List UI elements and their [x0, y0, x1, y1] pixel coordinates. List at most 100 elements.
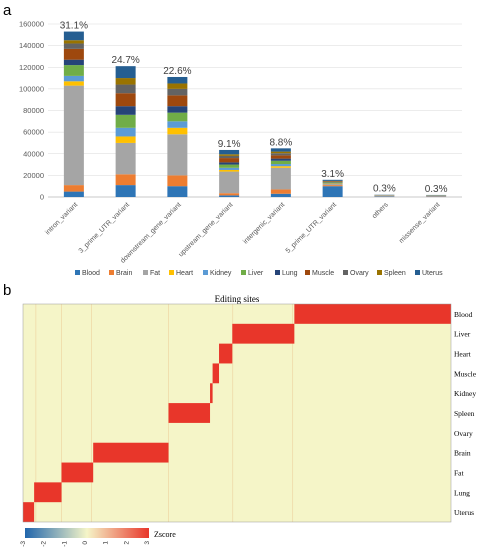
heatmap-row-label-blood: Blood [454, 310, 473, 319]
bar-segment-fat [426, 195, 447, 197]
bar-segment-ovary [115, 84, 136, 94]
heatmap-cell-lung [34, 482, 62, 503]
y-tick-label: 0 [40, 193, 44, 202]
bar-segment-uterus [63, 31, 84, 41]
legend-label: Blood [82, 270, 100, 277]
legend-label: Spleen [384, 270, 406, 277]
legend-label: Liver [248, 270, 264, 277]
bar-segment-ovary [219, 155, 240, 159]
colorbar-tick-label: -3 [20, 541, 27, 547]
bar-segment-ovary [270, 153, 291, 156]
legend-label: Kidney [210, 270, 232, 277]
legend-label: Fat [150, 270, 160, 277]
bar-segment-uterus [167, 76, 188, 84]
bar-segment-ovary [63, 43, 84, 49]
x-category-label: upstream_gene_variant [178, 201, 235, 258]
bar-segment-lung [270, 158, 291, 161]
legend-label: Muscle [312, 270, 334, 277]
bar-segment-liver [322, 182, 343, 183]
colorbar-tick-label: 2 [123, 541, 130, 545]
percent-label: 9.1% [218, 139, 241, 150]
bar-segment-fat [270, 167, 291, 190]
bar-segment-brain [63, 185, 84, 192]
heatmap-row-label-ovary: Ovary [454, 429, 473, 438]
bar-segment-lung [63, 59, 84, 66]
heatmap-cell-heart [219, 343, 233, 364]
bar-segment-muscle [167, 95, 188, 107]
bar-segment-lung [167, 106, 188, 113]
bar-segment-spleen [219, 154, 240, 156]
bar-segment-brain [115, 174, 136, 186]
bar-segment-heart [219, 169, 240, 172]
bar-segment-muscle [115, 93, 136, 107]
bar-chart-legend: Blood Brain Fat Heart Kidney Liver Lung Muscle O… [75, 270, 443, 277]
y-tick-label: 20000 [23, 171, 44, 180]
bar-segment-uterus [270, 148, 291, 152]
legend-swatch [377, 270, 382, 275]
legend-label: Brain [116, 270, 132, 277]
bar-segment-blood [115, 185, 136, 197]
legend-swatch [343, 270, 348, 275]
panel-label-a: a [3, 2, 12, 19]
legend-swatch [143, 270, 148, 275]
heatmap-title: Editing sites [215, 294, 260, 304]
bar-segment-spleen [63, 40, 84, 44]
legend-swatch [275, 270, 280, 275]
percent-label: 22.6% [163, 66, 191, 77]
colorbar-tick-label: 1 [103, 541, 110, 545]
bar-segment-brain [167, 175, 188, 187]
bar-segment-kidney [115, 127, 136, 137]
bar-segment-uterus [115, 66, 136, 79]
bar-segment-fat [322, 184, 343, 186]
heatmap-row-label-lung: Lung [454, 488, 470, 497]
y-tick-label: 160000 [19, 20, 44, 29]
percent-label: 8.8% [269, 137, 292, 148]
colorbar [25, 528, 149, 538]
bar-chart-x-axis: intron_variant3_prime_UTR_variantdownstr… [44, 201, 441, 265]
heatmap-row-label-fat: Fat [454, 468, 465, 477]
heatmap-row-label-muscle: Muscle [454, 369, 477, 378]
heatmap-cell-spleen [168, 403, 211, 423]
bar-segment-spleen [115, 78, 136, 85]
legend-swatch [415, 270, 420, 275]
heatmap-cell-fat [61, 462, 94, 483]
legend-swatch [305, 270, 310, 275]
bar-chart-percent-labels: 31.1% 24.7% 22.6% 9.1% 8.8% 3.1% 0.3% 0.3% [60, 21, 448, 195]
x-category-label: 3_prime_UTR_variant [78, 201, 131, 254]
y-tick-label: 100000 [19, 84, 44, 93]
colorbar-tick-label: 0 [82, 541, 89, 545]
legend-label: Lung [282, 270, 298, 277]
percent-label: 0.3% [373, 184, 396, 195]
bar-chart-gridlines [48, 23, 462, 198]
heatmap-cell-liver [232, 323, 295, 344]
percent-label: 24.7% [111, 55, 139, 66]
y-tick-label: 80000 [23, 106, 44, 115]
x-category-label: others [371, 201, 390, 220]
bar-segment-kidney [63, 75, 84, 82]
bar-segment-liver [219, 164, 240, 168]
bar-segment-liver [270, 160, 291, 165]
y-tick-label: 120000 [19, 63, 44, 72]
bar-segment-fat [115, 142, 136, 175]
colorbar-tick-label: 3 [144, 541, 151, 545]
heatmap-cell-kidney [210, 383, 213, 404]
y-tick-label: 140000 [19, 41, 44, 50]
heatmap-cell-muscle [212, 363, 220, 384]
y-tick-label: 60000 [23, 128, 44, 137]
x-category-label: 5_prime_UTR_variant [285, 201, 338, 254]
legend-label: Uterus [422, 270, 443, 277]
bar-segment-heart [322, 183, 343, 185]
legend-swatch [169, 270, 174, 275]
heatmap-frame [22, 303, 452, 523]
legend-swatch [109, 270, 114, 275]
bar-segment-kidney [322, 182, 343, 184]
panel-label-b: b [3, 282, 11, 299]
x-category-label: intron_variant [44, 201, 79, 236]
heatmap-cell-brain [93, 442, 169, 463]
bar-segment-fat [219, 171, 240, 194]
colorbar-label: Zscore [154, 530, 176, 539]
bar-segment-muscle [63, 48, 84, 60]
legend-swatch [203, 270, 208, 275]
bar-segment-fat [374, 195, 395, 197]
